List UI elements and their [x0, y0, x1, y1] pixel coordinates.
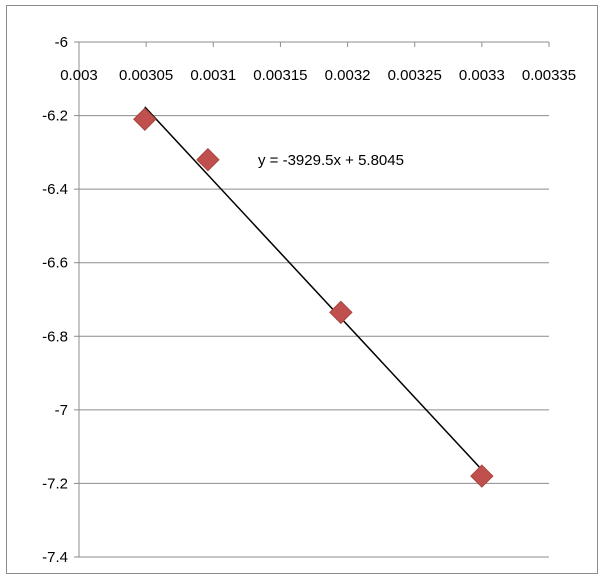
- x-tick-labels: 0.003 0.00305 0.0031 0.00315 0.0032 0.00325 0.…: [60, 67, 576, 84]
- x-tick-label: 0.00305: [119, 67, 173, 84]
- x-tick-label: 0.00315: [253, 67, 307, 84]
- y-tick-label: -6.4: [42, 181, 68, 198]
- y-tick-label: -7: [55, 402, 68, 419]
- x-tick-label: 0.00325: [388, 67, 442, 84]
- x-tick-label: 0.0031: [190, 67, 236, 84]
- y-tick-label: -6.6: [42, 255, 68, 272]
- y-tick-label: -6.2: [42, 108, 68, 125]
- axes: [74, 41, 550, 558]
- y-tick-label: -6.8: [42, 328, 68, 345]
- data-point-diamond: [133, 107, 157, 131]
- data-point-diamond: [196, 148, 220, 172]
- data-point-diamond: [329, 300, 353, 325]
- trendline: [144, 106, 483, 471]
- trendline-equation: y = -3929.5x + 5.8045: [258, 152, 404, 169]
- x-tick-label: 0.00335: [522, 67, 576, 84]
- y-tick-label: -7.4: [42, 549, 68, 566]
- x-tick-label: 0.003: [60, 67, 98, 84]
- x-tick-label: 0.0032: [325, 67, 371, 84]
- y-tick-label: -6: [55, 34, 68, 51]
- x-tick-label: 0.0033: [459, 67, 505, 84]
- chart-frame: [6, 5, 598, 574]
- data-point-diamond: [470, 464, 494, 488]
- y-tick-labels: -6 -6.2 -6.4 -6.6 -6.8 -7 -7.2 -7.4: [42, 34, 68, 566]
- trendline-group: [144, 106, 483, 471]
- grid-lines: [79, 115, 549, 558]
- y-tick-label: -7.2: [42, 475, 68, 492]
- data-points: [133, 107, 494, 488]
